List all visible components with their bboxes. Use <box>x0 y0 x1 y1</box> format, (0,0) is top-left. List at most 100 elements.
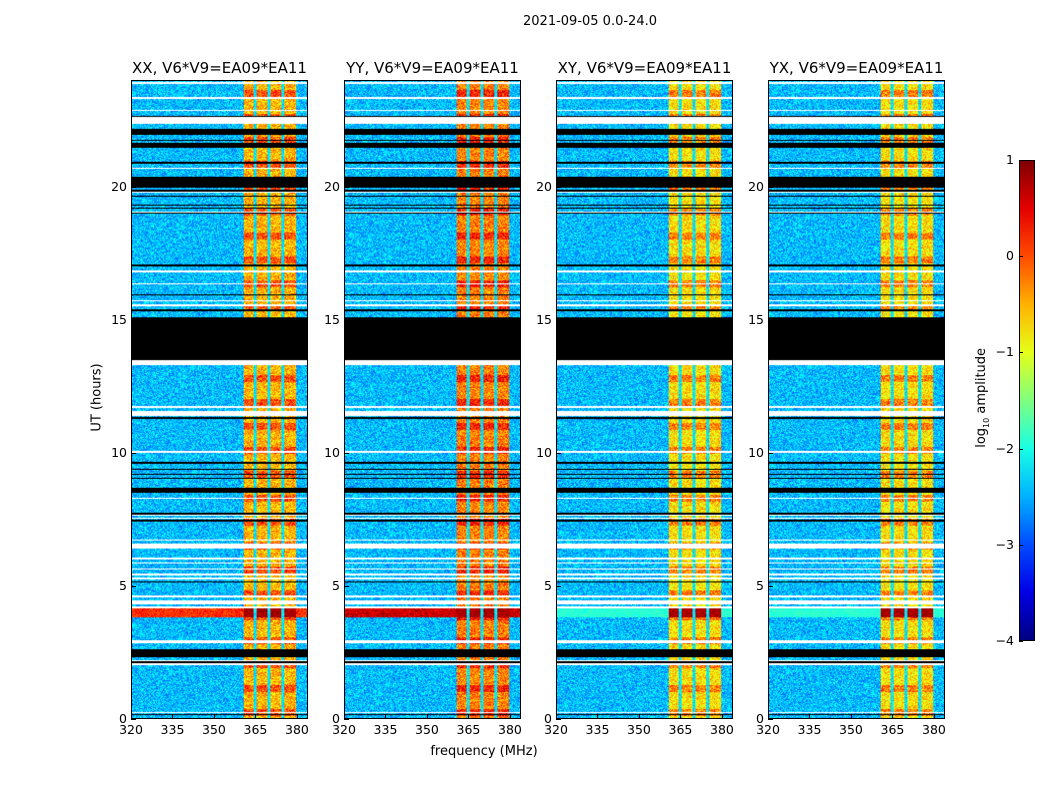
x-tick <box>426 714 428 719</box>
x-tick-label: 320 <box>332 722 356 737</box>
y-tick <box>768 319 773 321</box>
x-tick-label: 320 <box>119 722 143 737</box>
spectrogram-panel <box>768 80 945 719</box>
y-tick <box>131 319 136 321</box>
y-tick-label: 20 <box>536 178 552 194</box>
y-tick-label: 15 <box>324 311 340 327</box>
x-tick-label: 365 <box>456 722 481 737</box>
colorbar-label-main: log <box>974 427 990 448</box>
x-tick <box>296 714 298 719</box>
y-tick <box>768 452 773 454</box>
x-tick-label: 350 <box>202 722 226 737</box>
x-tick <box>131 714 132 719</box>
y-tick-label: 0 <box>544 711 552 726</box>
spectrogram-image <box>345 81 520 718</box>
y-tick <box>131 585 136 587</box>
x-tick-label: 335 <box>797 722 822 737</box>
x-tick-label: 365 <box>880 722 905 737</box>
colorbar-tick-label: −2 <box>995 440 1014 456</box>
y-tick <box>344 585 349 587</box>
spectrogram-panel <box>131 80 308 719</box>
x-tick-label: 350 <box>839 722 863 737</box>
x-tick-label: 365 <box>668 722 693 737</box>
x-tick <box>809 714 811 719</box>
x-tick <box>638 714 640 719</box>
y-tick <box>556 452 561 454</box>
spectrogram-image <box>132 81 307 718</box>
x-tick <box>768 714 769 719</box>
y-tick-label: 5 <box>332 577 340 593</box>
x-tick <box>255 714 257 719</box>
x-tick-label: 335 <box>373 722 398 737</box>
colorbar <box>1019 160 1035 641</box>
colorbar-tick-label: 0 <box>1006 248 1014 264</box>
colorbar-tick <box>1019 448 1023 450</box>
colorbar-tick-label: 1 <box>1006 152 1014 167</box>
x-tick-label: 320 <box>756 722 780 737</box>
x-tick <box>213 714 215 719</box>
colorbar-tick <box>1019 256 1023 258</box>
x-tick <box>597 714 599 719</box>
y-axis-label: UT (hours) <box>89 363 105 432</box>
x-tick-label: 320 <box>544 722 568 737</box>
panel-title: YY, V6*V9=EA09*EA11 <box>346 59 519 77</box>
spectrogram-image <box>769 81 944 718</box>
x-tick-label: 380 <box>285 722 309 737</box>
y-tick-label: 15 <box>111 311 127 327</box>
y-tick <box>768 186 773 188</box>
x-tick <box>556 714 557 719</box>
x-tick <box>468 714 470 719</box>
y-tick <box>768 585 773 587</box>
y-tick <box>344 719 349 720</box>
x-tick-label: 380 <box>710 722 734 737</box>
y-tick <box>131 186 136 188</box>
y-tick-label: 15 <box>748 311 764 327</box>
x-tick <box>933 714 935 719</box>
y-tick-label: 10 <box>111 444 127 460</box>
x-tick-label: 335 <box>585 722 610 737</box>
y-tick-label: 0 <box>119 711 127 726</box>
x-tick-label: 380 <box>922 722 946 737</box>
colorbar-tick-label: −4 <box>995 633 1014 648</box>
x-tick-label: 335 <box>160 722 185 737</box>
y-tick <box>131 452 136 454</box>
y-tick-label: 5 <box>544 577 552 593</box>
figure-title: 2021-09-05 0.0-24.0 <box>523 14 657 29</box>
y-tick <box>556 585 561 587</box>
y-tick-label: 20 <box>324 178 340 194</box>
x-tick-label: 365 <box>243 722 268 737</box>
panel-title: XX, V6*V9=EA09*EA11 <box>132 59 307 77</box>
x-tick <box>509 714 511 719</box>
colorbar-tick <box>1019 160 1023 161</box>
colorbar-tick <box>1019 352 1023 354</box>
colorbar-tick-label: −3 <box>995 536 1014 552</box>
colorbar-tick <box>1019 641 1023 642</box>
y-tick-label: 0 <box>332 711 340 726</box>
y-tick <box>344 186 349 188</box>
x-axis-label: frequency (MHz) <box>430 744 538 759</box>
x-tick <box>721 714 723 719</box>
y-tick-label: 10 <box>748 444 764 460</box>
y-tick <box>344 319 349 321</box>
y-tick-label: 10 <box>536 444 552 460</box>
x-tick-label: 350 <box>627 722 651 737</box>
x-tick <box>344 714 345 719</box>
y-tick-label: 20 <box>748 178 764 194</box>
colorbar-label-sub: 10 <box>981 417 991 428</box>
y-tick-label: 5 <box>756 577 764 593</box>
y-tick <box>344 452 349 454</box>
colorbar-label-rest: amplitude <box>974 347 990 418</box>
panel-title: YX, V6*V9=EA09*EA11 <box>769 59 944 77</box>
y-tick <box>131 719 136 720</box>
x-tick <box>680 714 682 719</box>
spectrogram-panel <box>344 80 521 719</box>
y-tick-label: 15 <box>536 311 552 327</box>
y-tick <box>556 186 561 188</box>
colorbar-label: log10 amplitude <box>974 348 991 448</box>
spectrogram-image <box>557 81 732 718</box>
x-tick <box>172 714 174 719</box>
y-tick <box>768 719 773 720</box>
y-tick <box>556 719 561 720</box>
spectrogram-panel <box>556 80 733 719</box>
